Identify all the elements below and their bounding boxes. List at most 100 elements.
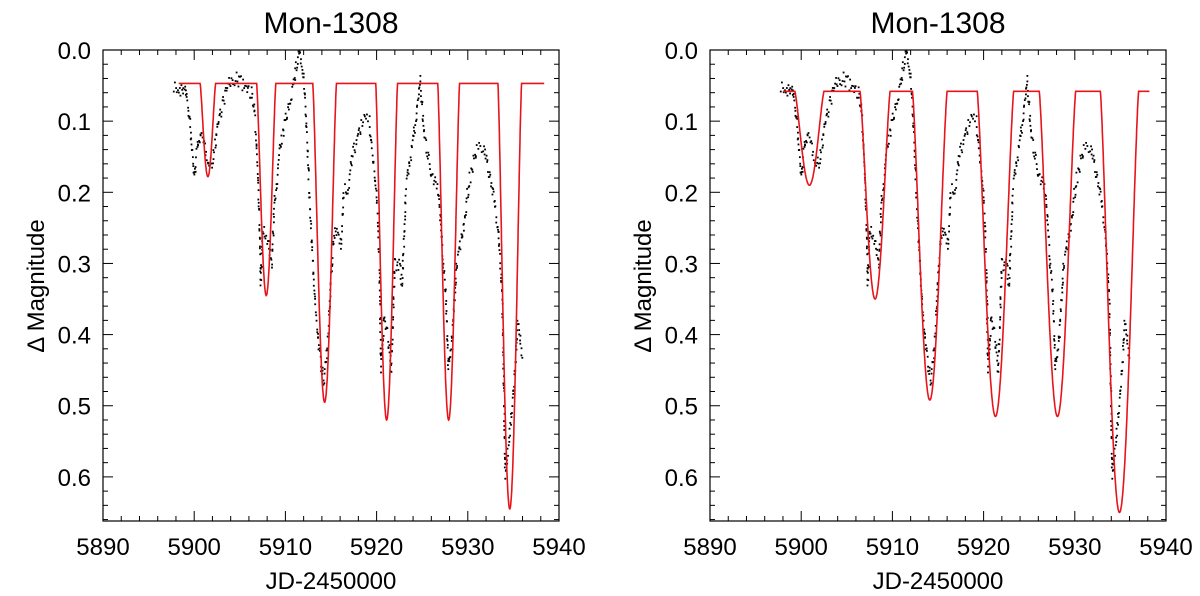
data-point <box>379 354 382 357</box>
data-point <box>934 324 937 327</box>
data-point <box>880 215 882 218</box>
data-point <box>228 77 230 79</box>
data-point <box>301 72 304 75</box>
data-point <box>404 202 407 205</box>
data-point <box>341 230 343 233</box>
x-tick-label: 5900 <box>168 534 221 561</box>
y-tick-label: 0.3 <box>665 251 698 278</box>
data-point <box>912 126 915 128</box>
data-point <box>450 348 453 351</box>
data-point <box>1009 238 1012 240</box>
data-point <box>878 249 881 252</box>
data-point <box>1044 194 1047 197</box>
data-point <box>987 358 990 360</box>
data-point <box>834 82 837 85</box>
data-point <box>499 252 501 255</box>
data-point <box>998 350 1000 352</box>
data-point <box>519 342 522 345</box>
data-point <box>338 242 341 245</box>
data-point <box>415 118 418 121</box>
data-point <box>399 278 402 280</box>
data-point <box>1024 97 1027 100</box>
data-point <box>838 79 841 82</box>
data-point <box>383 317 385 320</box>
data-point <box>1108 302 1111 305</box>
data-point <box>488 171 491 174</box>
data-point <box>379 299 381 302</box>
data-point <box>868 230 871 233</box>
data-point <box>928 373 931 375</box>
data-point <box>1046 219 1048 222</box>
data-point <box>995 344 998 347</box>
data-point <box>797 131 799 134</box>
data-point <box>260 252 263 255</box>
data-point <box>1121 345 1124 347</box>
data-point <box>463 215 466 217</box>
data-point <box>962 139 965 141</box>
data-point <box>911 96 913 99</box>
data-point <box>234 80 237 82</box>
data-point <box>922 319 925 322</box>
data-point <box>309 216 312 219</box>
data-point <box>401 284 404 287</box>
data-point <box>1111 458 1113 461</box>
data-point <box>1019 126 1022 129</box>
data-point <box>521 356 524 359</box>
data-point <box>891 112 894 115</box>
data-point <box>196 146 199 148</box>
data-point <box>397 269 400 271</box>
data-point <box>517 323 520 325</box>
data-point <box>335 227 338 230</box>
data-point <box>447 360 450 362</box>
data-point <box>816 161 819 164</box>
data-point <box>503 420 505 423</box>
data-point <box>420 95 422 98</box>
data-point <box>1059 308 1062 311</box>
data-point <box>380 352 383 355</box>
data-point <box>879 234 882 237</box>
data-point <box>887 142 890 145</box>
data-point <box>960 149 963 152</box>
data-point <box>903 63 906 65</box>
data-point <box>518 329 521 331</box>
data-point <box>401 282 404 285</box>
data-point <box>453 299 456 302</box>
data-point <box>1006 264 1009 267</box>
data-point <box>1011 194 1014 197</box>
data-point <box>1059 320 1062 322</box>
data-point <box>1082 155 1084 158</box>
data-point <box>300 65 303 68</box>
data-point <box>1098 193 1101 196</box>
data-point <box>509 422 512 424</box>
data-point <box>1053 338 1055 341</box>
data-point <box>255 144 258 147</box>
data-point <box>275 189 278 191</box>
data-point <box>841 80 844 82</box>
data-point <box>1039 183 1042 186</box>
data-point <box>378 269 381 272</box>
data-point <box>498 245 500 247</box>
data-point <box>1091 157 1094 160</box>
data-point <box>908 72 911 75</box>
data-point <box>448 358 451 361</box>
data-point <box>1066 248 1069 251</box>
data-point <box>811 154 814 157</box>
data-point <box>977 141 980 144</box>
data-point <box>1034 151 1037 154</box>
data-point <box>999 306 1002 309</box>
data-point <box>1076 181 1079 184</box>
data-point <box>376 212 379 215</box>
data-point <box>1018 146 1020 149</box>
data-point <box>392 303 395 306</box>
data-point <box>878 248 881 251</box>
data-point <box>907 65 910 68</box>
data-point <box>930 372 933 375</box>
data-point <box>906 51 908 54</box>
data-point <box>923 331 926 334</box>
data-point <box>408 161 411 164</box>
data-point <box>1006 278 1009 280</box>
data-point <box>404 194 407 197</box>
data-point <box>280 142 283 145</box>
data-point <box>450 340 453 342</box>
data-point <box>391 327 394 329</box>
